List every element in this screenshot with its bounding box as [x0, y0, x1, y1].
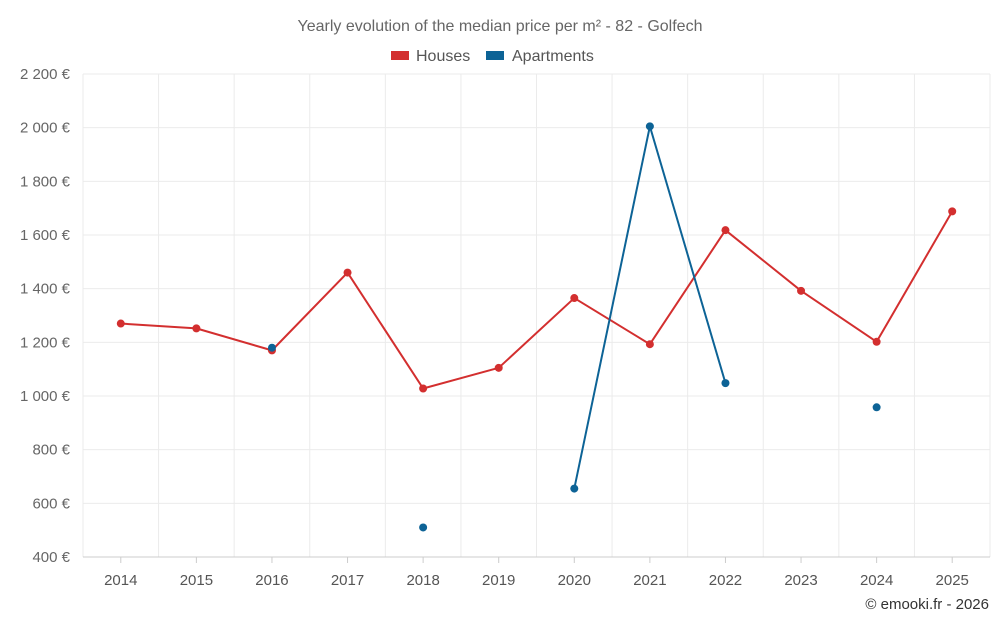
- x-axis-ticks: 2014 2015 2016 2017 2018 2019 2020 2021 2022 2023…: [104, 557, 969, 589]
- credit-text: © emooki.fr - 2026: [865, 596, 989, 613]
- data-point-apartments-2021[interactable]: [645, 122, 654, 131]
- data-point-houses-2024[interactable]: [872, 337, 881, 346]
- data-point-houses-2019[interactable]: [494, 363, 503, 372]
- legend-item-apartments[interactable]: Apartments: [486, 48, 594, 65]
- chart-title: Yearly evolution of the median price per…: [298, 18, 703, 35]
- legend-label-apartments: Apartments: [512, 48, 594, 65]
- x-tick-label: 2016: [255, 572, 288, 589]
- data-point-apartments-2024[interactable]: [872, 403, 881, 412]
- x-tick-label: 2018: [406, 572, 439, 589]
- y-tick-label: 400 €: [32, 549, 70, 566]
- data-point-houses-2025[interactable]: [948, 207, 957, 216]
- grid-lines: [82, 73, 991, 557]
- data-point-houses-2015[interactable]: [192, 324, 201, 333]
- legend: Houses Apartments: [391, 48, 594, 65]
- data-point-apartments-2016[interactable]: [267, 343, 276, 352]
- legend-swatch-houses: [391, 51, 409, 60]
- x-tick-label: 2023: [784, 572, 817, 589]
- x-tick-label: 2017: [331, 572, 364, 589]
- x-tick-label: 2021: [633, 572, 666, 589]
- legend-item-houses[interactable]: Houses: [391, 48, 470, 65]
- data-point-apartments-2018[interactable]: [419, 523, 428, 532]
- y-tick-label: 800 €: [32, 442, 70, 459]
- x-tick-label: 2022: [709, 572, 742, 589]
- y-tick-label: 1 200 €: [20, 334, 71, 351]
- y-axis-ticks: 400 € 600 € 800 € 1 000 € 1 200 € 1 400 € 1 60…: [20, 66, 71, 566]
- data-point-houses-2020[interactable]: [570, 294, 579, 303]
- y-tick-label: 1 600 €: [20, 227, 71, 244]
- data-point-houses-2023[interactable]: [797, 286, 806, 295]
- data-point-apartments-2020[interactable]: [570, 484, 579, 493]
- legend-swatch-apartments: [486, 51, 504, 60]
- series-line-apartments: [573, 125, 727, 489]
- data-point-houses-2014[interactable]: [116, 319, 125, 328]
- y-tick-label: 2 000 €: [20, 120, 71, 137]
- x-tick-label: 2019: [482, 572, 515, 589]
- x-tick-label: 2025: [936, 572, 969, 589]
- y-tick-label: 600 €: [32, 495, 70, 512]
- series-line-houses: [120, 210, 954, 390]
- y-tick-label: 1 400 €: [20, 281, 71, 298]
- x-tick-label: 2020: [558, 572, 591, 589]
- x-tick-label: 2024: [860, 572, 893, 589]
- y-tick-label: 1 000 €: [20, 388, 71, 405]
- y-tick-label: 1 800 €: [20, 173, 71, 190]
- series: [116, 122, 957, 532]
- data-point-houses-2018[interactable]: [419, 384, 428, 393]
- data-point-houses-2022[interactable]: [721, 226, 730, 235]
- data-point-houses-2021[interactable]: [645, 340, 654, 349]
- legend-label-houses: Houses: [416, 48, 470, 65]
- y-tick-label: 2 200 €: [20, 66, 71, 83]
- x-tick-label: 2014: [104, 572, 137, 589]
- data-point-houses-2017[interactable]: [343, 268, 352, 277]
- data-point-apartments-2022[interactable]: [721, 379, 730, 388]
- x-tick-label: 2015: [180, 572, 213, 589]
